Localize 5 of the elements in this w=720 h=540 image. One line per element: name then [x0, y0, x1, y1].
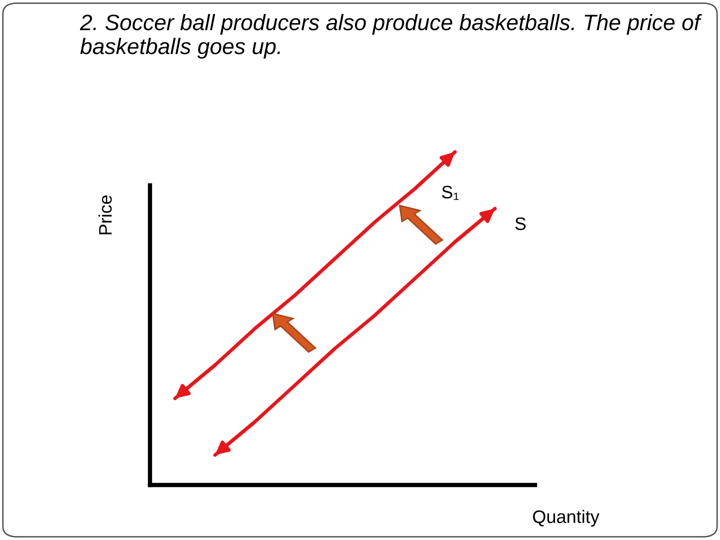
x-axis-title: Quantity [533, 510, 600, 527]
legend-label: S [515, 217, 526, 230]
chart-title: 2. Soccer ball producers also produce basketballs. The price of basketballs goes up. [80, 14, 702, 59]
y-axis-title: Price [98, 195, 112, 234]
series-label: S₁ [442, 186, 459, 200]
